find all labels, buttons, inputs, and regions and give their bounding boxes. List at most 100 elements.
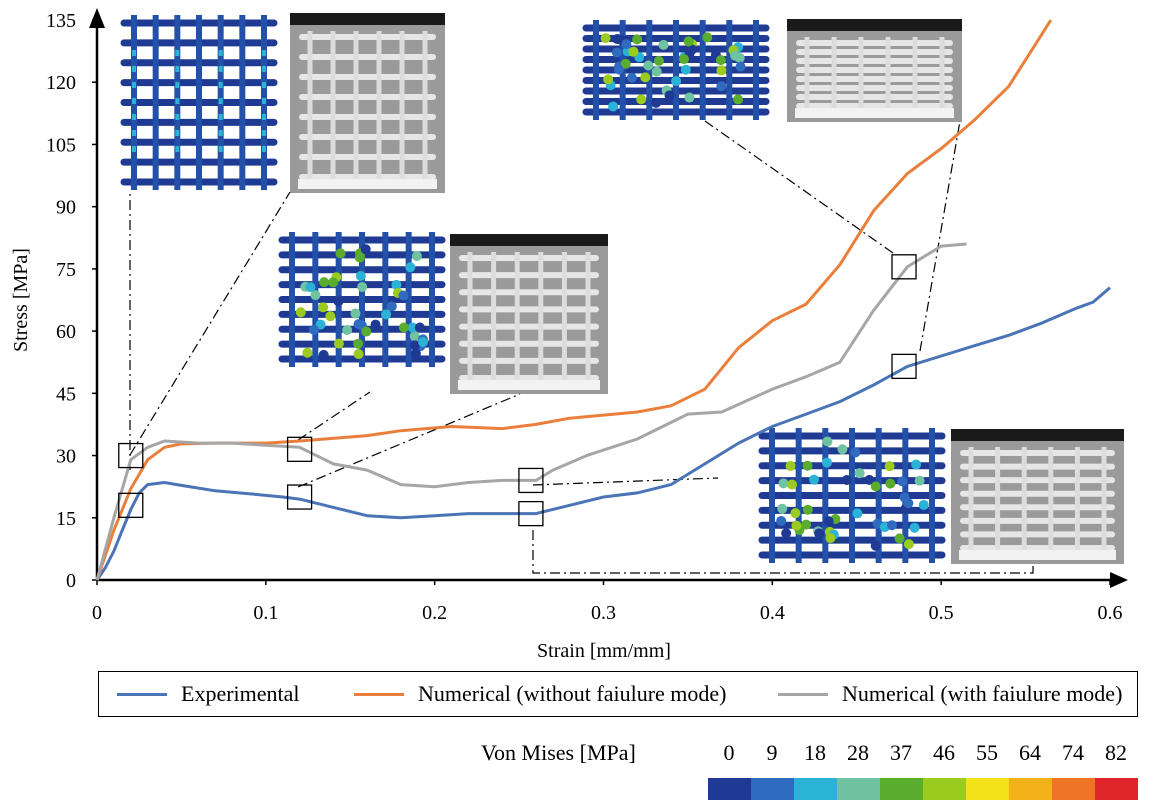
stress-spot xyxy=(801,519,812,530)
stress-spot xyxy=(357,281,368,292)
stress-spot xyxy=(370,319,381,330)
stress-spot xyxy=(355,270,366,281)
region-marker xyxy=(518,467,544,494)
stress-spot xyxy=(903,539,914,550)
colorbar-tick-label: 64 xyxy=(1019,740,1041,765)
stress-spot xyxy=(410,348,421,359)
stress-spot xyxy=(822,436,833,447)
stress-spot xyxy=(791,520,802,531)
stress-spot xyxy=(852,508,863,519)
stress-spot xyxy=(325,311,336,322)
stress-spot xyxy=(781,528,792,539)
region-marker xyxy=(518,500,544,527)
stress-spot xyxy=(310,290,321,301)
stress-spot xyxy=(353,349,364,360)
stress-spot xyxy=(608,101,619,112)
legend: Experimental Numerical (without faiulure… xyxy=(98,671,1138,717)
stress-spot xyxy=(409,331,420,342)
stress-spot xyxy=(885,478,896,489)
colorbar-tick-label: 0 xyxy=(723,740,735,765)
colorbar-cell xyxy=(966,778,1009,800)
stress-spot xyxy=(870,540,881,551)
stress-spot xyxy=(894,533,905,544)
colorbar-cell xyxy=(837,778,880,800)
stress-spot xyxy=(295,307,306,318)
colorbar-cell xyxy=(794,778,837,800)
stress-spot xyxy=(398,322,409,333)
series-line-numerical-with xyxy=(95,242,967,581)
y-axis-label: Stress [MPa] xyxy=(10,248,32,352)
series-line-numerical-without xyxy=(95,19,1053,581)
stress-spot xyxy=(411,251,422,262)
stress-spot xyxy=(305,282,316,293)
x-axis-label: Strain [mm/mm] xyxy=(537,640,671,662)
stress-spot xyxy=(398,290,409,301)
stress-spot xyxy=(802,504,813,515)
photo-plate xyxy=(951,429,1124,441)
stress-spot xyxy=(360,244,371,255)
stress-spot xyxy=(809,474,820,485)
stress-spot xyxy=(414,322,425,333)
stress-spot xyxy=(864,474,875,485)
colorbar-tick-label: 55 xyxy=(976,740,998,765)
stress-spot xyxy=(620,58,631,69)
stress-spot xyxy=(911,459,922,470)
stress-spot xyxy=(825,533,836,544)
inset-photo-1 xyxy=(290,13,445,193)
stress-spot xyxy=(613,64,624,75)
stress-spot xyxy=(886,520,897,531)
region-marker xyxy=(118,492,144,518)
stress-spot xyxy=(884,461,895,472)
colorbar-tick-label: 46 xyxy=(933,740,955,765)
stress-spot xyxy=(318,349,329,360)
axes: 0 0.1 0.2 0.3 0.4 0.5 0.6 0 15 30 45 60 75 90 105 120 13… xyxy=(46,8,1128,624)
stress-spot xyxy=(353,338,364,349)
stress-spot xyxy=(870,481,881,492)
inset-photo-2 xyxy=(450,234,608,394)
colorbar-title: Von Mises [MPa] xyxy=(481,740,636,765)
inset-photo-3 xyxy=(787,19,962,122)
stress-spot xyxy=(391,279,402,290)
stress-spot xyxy=(651,97,662,108)
inset-fea-4 xyxy=(758,428,946,563)
stress-spot xyxy=(333,338,344,349)
y-tick-label: 30 xyxy=(56,446,76,468)
y-tick-label: 45 xyxy=(56,383,76,405)
stress-spot xyxy=(733,94,744,105)
stress-spot xyxy=(715,55,726,66)
connector-line xyxy=(704,120,894,254)
colorbar-tick-label: 82 xyxy=(1105,740,1127,765)
legend-item-numerical-without: Numerical (without faiulure mode) xyxy=(354,672,727,716)
x-tick-label: 0.3 xyxy=(591,602,616,624)
photo-base xyxy=(959,550,1116,560)
legend-label-numerical-with: Numerical (with faiulure mode) xyxy=(842,681,1123,706)
connector-line xyxy=(297,391,371,441)
colorbar-tick-label: 28 xyxy=(847,740,869,765)
stress-spot xyxy=(335,248,346,259)
stress-spot xyxy=(903,498,914,509)
legend-label-experimental: Experimental xyxy=(181,681,300,706)
stress-spot xyxy=(671,76,682,87)
connector-line xyxy=(297,393,521,488)
stress-spot xyxy=(308,324,319,335)
stress-spot xyxy=(778,478,789,489)
stress-spot xyxy=(730,50,741,61)
region-marker xyxy=(118,442,144,469)
stress-spot xyxy=(777,503,788,514)
stress-spot xyxy=(407,322,418,333)
stress-spot xyxy=(909,522,920,533)
colorbar-tick-label: 9 xyxy=(766,740,778,765)
stress-spot xyxy=(361,326,372,337)
stress-spot xyxy=(914,475,925,486)
photo-plate xyxy=(787,19,962,31)
x-tick-label: 0.6 xyxy=(1098,602,1123,624)
region-marker xyxy=(891,254,917,280)
stress-spot xyxy=(636,94,647,105)
stress-spot xyxy=(643,60,654,71)
photo-base xyxy=(795,108,954,118)
connector-line xyxy=(532,477,719,486)
stress-spot xyxy=(802,460,813,471)
y-tick-label: 120 xyxy=(46,72,76,94)
inset-photo-4 xyxy=(951,429,1124,564)
stress-spot xyxy=(776,515,787,526)
